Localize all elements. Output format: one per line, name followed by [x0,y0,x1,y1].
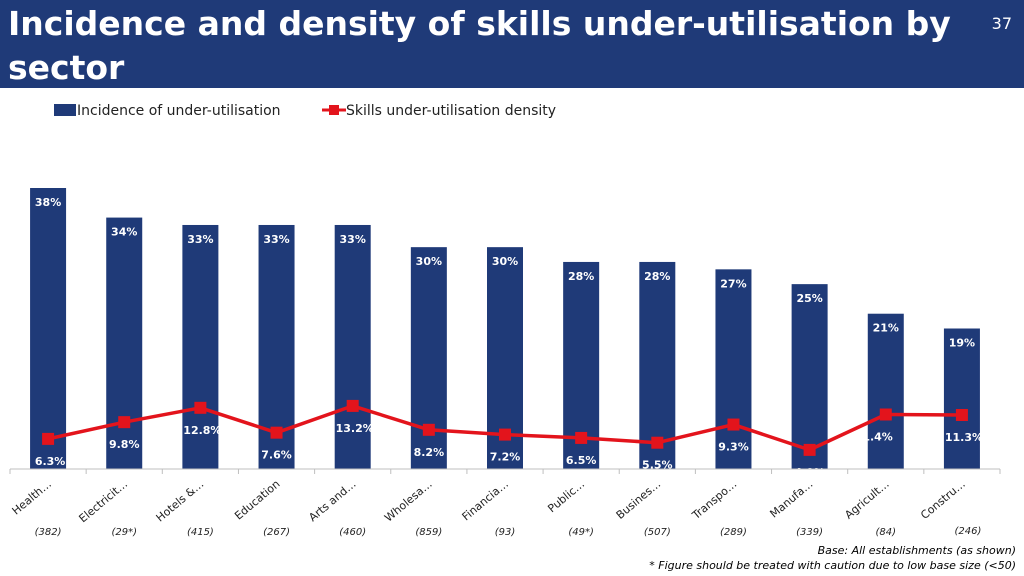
legend-swatch-density-marker [329,105,339,115]
bar [106,217,143,469]
density-marker [727,418,740,431]
bar-label: 33% [263,233,289,246]
x-tick-label: Constru… [918,477,968,522]
density-marker [194,401,207,414]
density-marker [575,431,588,444]
density-marker [42,432,55,445]
x-tick-label: Wholesa… [382,477,435,524]
x-tick-label: Transpo… [689,477,739,522]
density-label: 7.2% [490,451,521,464]
density-label: 8.2% [414,446,445,459]
bar-label: 19% [949,337,975,350]
base-size-label: (93) [495,527,516,538]
density-label: 12.8% [183,424,221,437]
title-bar: Incidence and density of skills under-ut… [0,0,1024,88]
bar-label: 27% [720,277,746,290]
base-size-label: (339) [796,527,823,538]
bar-label: 38% [35,196,61,209]
base-size-label: (415) [187,527,214,538]
density-marker [270,426,283,439]
base-footnote: Base: All establishments (as shown) [817,544,1016,557]
density-marker [422,423,435,436]
bar-label: 28% [644,270,670,283]
legend-swatch-incidence [54,104,76,116]
bar [334,224,371,469]
x-tick-label: Health… [10,477,54,517]
bar [30,188,67,469]
base-size-label: (507) [644,527,671,538]
bar [639,261,676,469]
x-tick-label: Electricit… [76,477,130,525]
density-label: 5.5% [642,459,673,472]
density-label: 6.3% [35,455,66,468]
page-title: Incidence and density of skills under-ut… [8,4,951,87]
x-axis: Health… (382) Electricit… (29*) Hotels &… (41… [9,468,1001,538]
x-tick-label: Busines… [614,477,664,522]
legend: Incidence of under-utilisation Skills un… [54,103,556,119]
bar-label: 33% [340,233,366,246]
bar-label: 25% [796,292,822,305]
bar [715,269,752,469]
bar-label: 30% [416,255,442,268]
bar-label: 28% [568,270,594,283]
density-marker [346,399,359,412]
x-tick-label: Agricult… [842,477,891,521]
legend-label-incidence: Incidence of under-utilisation [77,103,281,119]
bar [867,313,904,469]
density-label: 11.3% [945,431,983,444]
density-marker [955,408,968,421]
density-marker [803,443,816,456]
density-label: 13.2% [336,422,374,435]
density-marker [499,428,511,441]
bar-label: 21% [873,322,899,335]
base-size-label: (460) [339,527,366,538]
page-number: 37 [991,14,1012,33]
base-size-label: (84) [876,527,897,538]
x-tick-label: Arts and… [306,477,358,524]
x-tick-label: Financia… [460,477,511,523]
base-size-label: (29*) [111,527,137,538]
bar [182,224,219,469]
density-marker [879,408,892,421]
density-label: 9.8% [109,438,140,451]
bar-label: 33% [187,233,213,246]
x-tick-label: Hotels &… [154,477,207,524]
bar-series: 38% 34% 33% 33% 33% 30% 30% 28% 28% 27% 25% 21% 19% [30,188,980,469]
density-label: 11.4% [855,431,893,444]
base-size-label: (267) [263,527,290,538]
base-size-label: (859) [415,527,442,538]
bar [791,284,828,469]
density-marker [118,416,131,429]
density-marker [651,436,664,449]
density-label: 9.3% [718,441,749,454]
x-tick-label: Manufa… [768,477,816,520]
bar-label: 34% [111,226,137,239]
sector-chart: Incidence of under-utilisation Skills un… [9,103,1001,538]
density-label: 7.6% [261,449,292,462]
line-series: 6.3% 9.8% 12.8% 7.6% 13.2% 8.2% 7.2% 6.5% 5.5% 9.… [35,399,983,479]
base-size-label: (289) [720,527,747,538]
caution-footnote: * Figure should be treated with caution … [649,559,1016,572]
x-tick-label: Education [232,477,282,522]
base-size-label: (49*) [568,527,594,538]
legend-label-density: Skills under-utilisation density [346,103,556,119]
density-label: 6.5% [566,454,597,467]
base-size-label: (246) [954,526,981,537]
bar-label: 30% [492,255,518,268]
base-size-label: (382) [35,527,62,538]
bar [943,328,980,469]
density-label: 4.0% [794,466,825,479]
x-tick-label: Public… [545,477,587,515]
